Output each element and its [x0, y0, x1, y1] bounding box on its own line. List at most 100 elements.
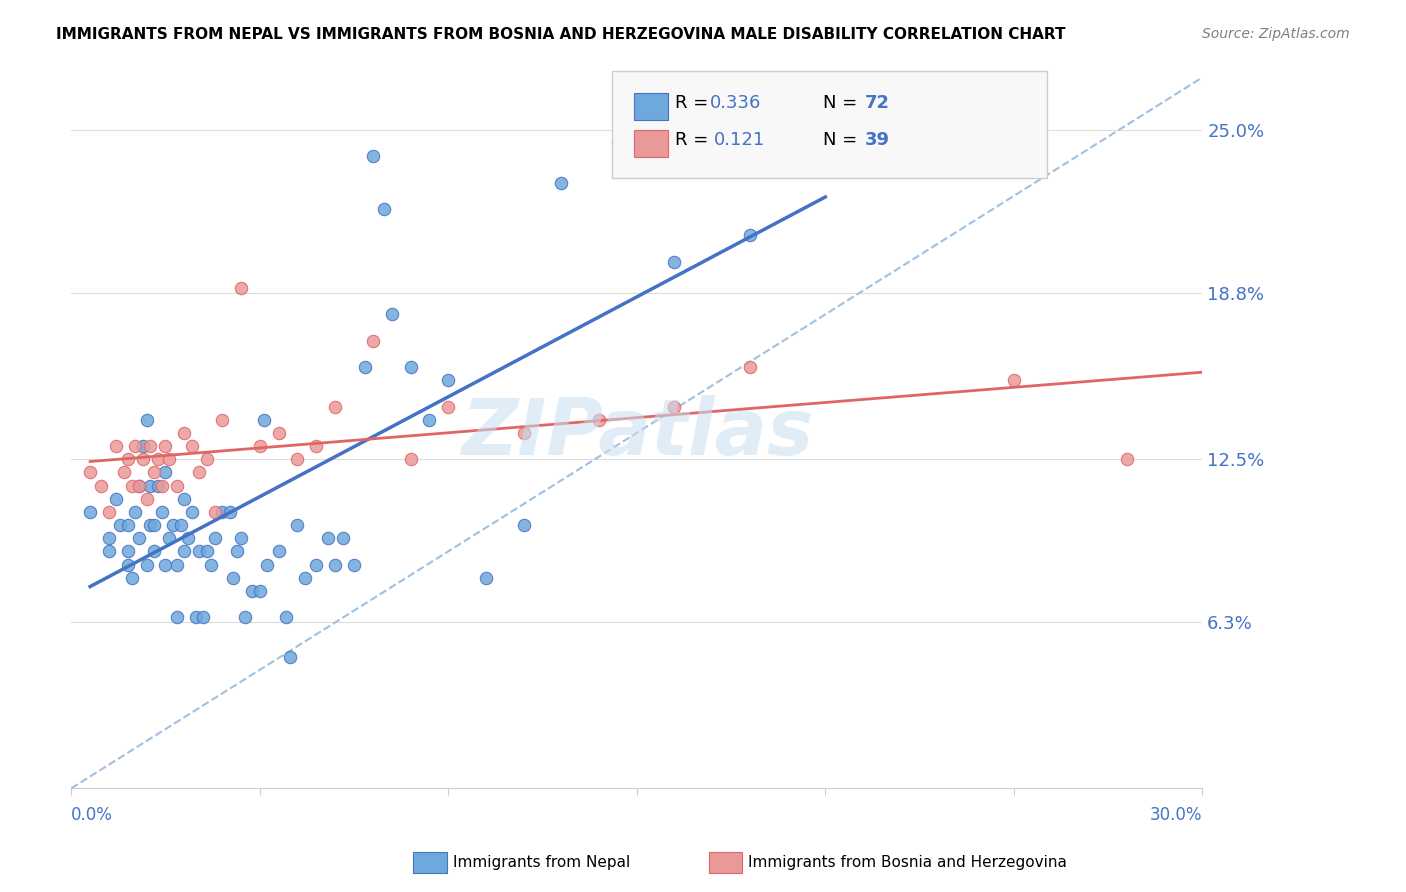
- Point: [169, 518, 191, 533]
- Point: [128, 478, 150, 492]
- Point: [343, 558, 366, 572]
- Point: [738, 228, 761, 243]
- Point: [399, 452, 422, 467]
- Point: [252, 413, 274, 427]
- Point: [132, 439, 155, 453]
- Point: [188, 466, 211, 480]
- Point: [105, 439, 128, 453]
- Point: [121, 478, 143, 492]
- Text: 39: 39: [865, 131, 890, 149]
- Point: [143, 466, 166, 480]
- Point: [135, 413, 157, 427]
- Point: [195, 544, 218, 558]
- Point: [135, 491, 157, 506]
- Point: [738, 359, 761, 374]
- Point: [173, 544, 195, 558]
- Point: [139, 439, 162, 453]
- Text: 0.121: 0.121: [714, 131, 765, 149]
- Point: [150, 478, 173, 492]
- Point: [218, 505, 240, 519]
- Point: [110, 518, 132, 533]
- Point: [166, 478, 188, 492]
- Point: [294, 571, 316, 585]
- Point: [124, 439, 146, 453]
- Point: [240, 583, 263, 598]
- Point: [150, 505, 173, 519]
- Point: [381, 307, 404, 321]
- Point: [664, 400, 686, 414]
- Point: [195, 452, 218, 467]
- Point: [437, 400, 460, 414]
- Point: [399, 359, 422, 374]
- Text: IMMIGRANTS FROM NEPAL VS IMMIGRANTS FROM BOSNIA AND HERZEGOVINA MALE DISABILITY : IMMIGRANTS FROM NEPAL VS IMMIGRANTS FROM…: [56, 27, 1066, 42]
- Point: [512, 425, 534, 440]
- Point: [278, 649, 301, 664]
- Point: [117, 518, 139, 533]
- Point: [287, 518, 309, 533]
- Point: [97, 531, 120, 545]
- Point: [155, 558, 177, 572]
- Point: [173, 425, 195, 440]
- Text: 30.0%: 30.0%: [1150, 806, 1202, 824]
- Point: [233, 610, 256, 624]
- Point: [79, 466, 101, 480]
- Point: [139, 518, 162, 533]
- Point: [146, 452, 169, 467]
- Point: [276, 610, 298, 624]
- Point: [814, 123, 837, 137]
- Point: [332, 531, 354, 545]
- Point: [475, 571, 498, 585]
- Point: [305, 558, 328, 572]
- Point: [222, 571, 245, 585]
- Point: [105, 491, 128, 506]
- Point: [664, 254, 686, 268]
- Point: [361, 149, 384, 163]
- Point: [184, 610, 207, 624]
- Point: [204, 505, 226, 519]
- Point: [267, 544, 290, 558]
- Point: [316, 531, 339, 545]
- Point: [177, 531, 200, 545]
- Point: [121, 571, 143, 585]
- Point: [132, 452, 155, 467]
- Point: [97, 505, 120, 519]
- Point: [256, 558, 278, 572]
- Point: [128, 531, 150, 545]
- Point: [157, 452, 180, 467]
- Text: R =: R =: [675, 131, 720, 149]
- Point: [128, 478, 150, 492]
- Point: [226, 544, 249, 558]
- Point: [117, 544, 139, 558]
- Point: [361, 334, 384, 348]
- Point: [188, 544, 211, 558]
- Point: [287, 452, 309, 467]
- Point: [143, 518, 166, 533]
- Point: [124, 505, 146, 519]
- Point: [117, 558, 139, 572]
- Point: [180, 439, 202, 453]
- Text: Source: ZipAtlas.com: Source: ZipAtlas.com: [1202, 27, 1350, 41]
- Point: [155, 466, 177, 480]
- Point: [166, 610, 188, 624]
- Point: [146, 478, 169, 492]
- Text: 0.336: 0.336: [710, 94, 762, 112]
- Point: [211, 505, 233, 519]
- Point: [157, 531, 180, 545]
- Text: 0.0%: 0.0%: [72, 806, 112, 824]
- Point: [373, 202, 395, 216]
- Point: [354, 359, 377, 374]
- Point: [305, 439, 328, 453]
- Point: [323, 558, 346, 572]
- Text: Immigrants from Nepal: Immigrants from Nepal: [453, 855, 630, 870]
- Text: N =: N =: [823, 94, 862, 112]
- Text: ZIPatlas: ZIPatlas: [461, 395, 813, 471]
- Point: [229, 281, 252, 295]
- Point: [180, 505, 202, 519]
- Point: [512, 518, 534, 533]
- Point: [166, 558, 188, 572]
- Point: [97, 544, 120, 558]
- Point: [267, 425, 290, 440]
- Point: [204, 531, 226, 545]
- Point: [550, 176, 572, 190]
- Point: [79, 505, 101, 519]
